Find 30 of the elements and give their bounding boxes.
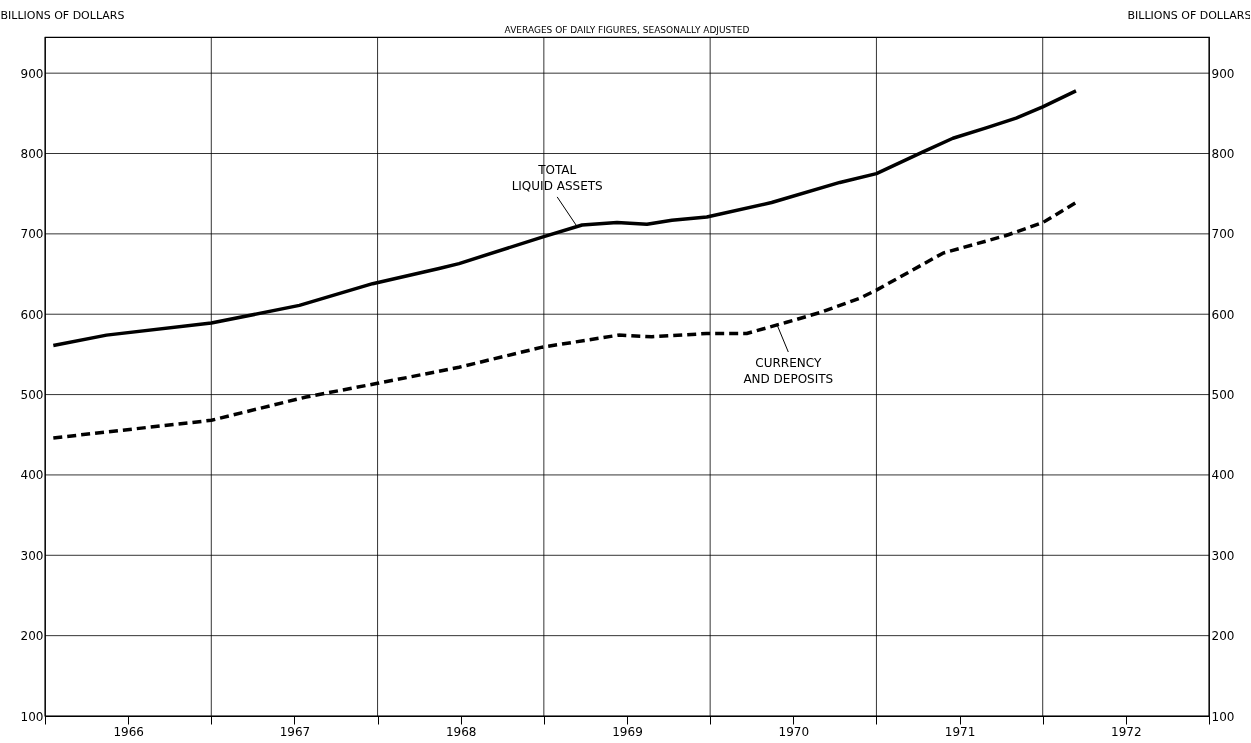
y2-tick-label: 300 [1211,548,1235,563]
y2-tick-label: 400 [1211,468,1235,483]
y-tick-label: 300 [20,548,44,563]
y2-tick-label: 600 [1211,307,1235,322]
y2-axis-title: BILLIONS OF DOLLARS [1127,8,1251,22]
y-tick-label: 700 [20,227,44,242]
y2-tick-label: 200 [1211,629,1235,644]
y-tick-label: 100 [20,709,44,724]
x-tick-label: 1967 [279,724,311,739]
x-tick-label: 1971 [944,724,976,739]
annotation: TOTAL LIQUID ASSETS [511,162,603,193]
y2-tick-label: 800 [1211,147,1235,162]
x-tick-label: 1970 [778,724,810,739]
y2-tick-label: 900 [1211,66,1235,81]
chart-title: AVERAGES OF DAILY FIGURES, SEASONALLY ADJUSTED [504,25,750,35]
x-tick-label: 1966 [113,724,144,739]
x-tick-label: 1968 [445,724,477,739]
y-tick-label: 800 [20,147,44,162]
y-tick-label: 500 [20,388,44,403]
y-tick-label: 600 [20,307,44,322]
y2-tick-label: 100 [1211,709,1235,724]
y-tick-label: 400 [20,468,44,483]
annotation: CURRENCY AND DEPOSITS [743,355,834,386]
x-tick-label: 1972 [1111,724,1142,739]
y-tick-label: 200 [20,629,44,644]
y2-tick-label: 700 [1211,227,1235,242]
x-tick-label: 1969 [612,724,643,739]
y-tick-label: 900 [20,66,44,81]
y-axis-title: BILLIONS OF DOLLARS [0,8,125,22]
y2-tick-label: 500 [1211,388,1235,403]
